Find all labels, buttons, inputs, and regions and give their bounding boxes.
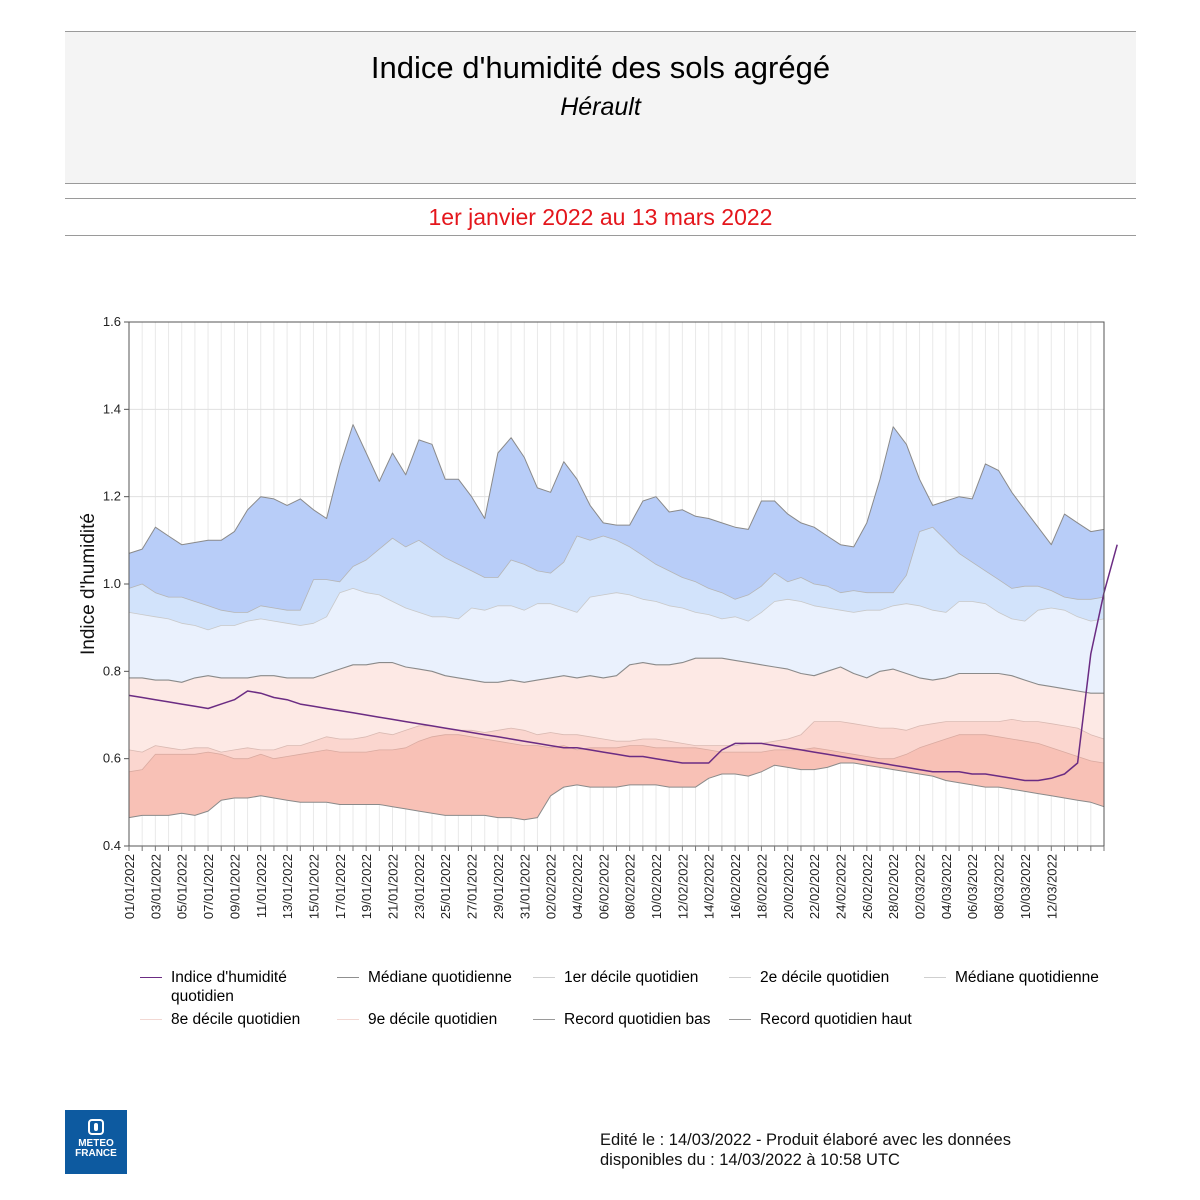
legend-swatch <box>533 1019 555 1020</box>
x-tick-label: 11/01/2022 <box>254 854 269 918</box>
x-tick-label: 14/02/2022 <box>702 854 717 919</box>
legend-swatch <box>337 977 359 978</box>
x-tick-label: 18/02/2022 <box>754 854 769 919</box>
y-axis-label: Indice d'humidité <box>78 513 99 655</box>
header-panel: Indice d'humidité des sols agrégé Héraul… <box>65 31 1136 184</box>
band-median-to-decile2 <box>129 658 1104 753</box>
y-tick-label: 0.8 <box>103 663 121 678</box>
band-decile2-to-decile1 <box>129 719 1104 772</box>
x-tick-label: 03/01/2022 <box>148 854 163 919</box>
x-tick-label: 28/02/2022 <box>886 854 901 919</box>
x-tick-label: 06/02/2022 <box>596 854 611 919</box>
soil-moisture-chart: 0.4 0.6 0.8 1.0 1.2 1.4 1.6 Indice d'humidité 01… <box>78 314 1118 919</box>
x-tick-label: 10/02/2022 <box>649 854 664 919</box>
legend-swatch <box>140 1019 162 1020</box>
x-tick-label: 16/02/2022 <box>728 854 743 919</box>
series-line-decile8 <box>128 588 1105 631</box>
x-tick-label: 31/01/2022 <box>517 854 532 919</box>
y-tick-label: 0.6 <box>103 751 121 766</box>
x-tick-label: 19/01/2022 <box>359 854 374 919</box>
x-tick-label: 10/03/2022 <box>1018 854 1033 919</box>
legend-label: 1er décile quotidien <box>564 969 699 986</box>
x-tick-label: 13/01/2022 <box>280 854 295 919</box>
x-tick-label: 04/02/2022 <box>570 854 585 919</box>
x-tick-label: 23/01/2022 <box>412 854 427 919</box>
y-tick-label: 1.2 <box>103 489 121 504</box>
x-tick-label: 27/01/2022 <box>465 854 480 919</box>
legend-label: 2e décile quotidien <box>760 969 890 986</box>
logo-text-line1: METEO <box>78 1138 114 1149</box>
footer-line-2: disponibles du : 14/03/2022 à 10:58 UTC <box>600 1151 900 1169</box>
series-line-median <box>129 657 1104 694</box>
legend-label: 8e décile quotidien <box>171 1011 301 1028</box>
footer-note: Edité le : 14/03/2022 - Produit élaboré … <box>600 1130 1140 1170</box>
y-tick-label: 1.6 <box>103 314 121 329</box>
x-tick-label: 29/01/2022 <box>491 854 506 919</box>
legend-label: 9e décile quotidien <box>368 1011 498 1028</box>
legend-label: Médiane quotidienne <box>368 969 512 986</box>
y-tick-label: 0.4 <box>103 838 121 853</box>
x-tick-label: 02/03/2022 <box>913 854 928 919</box>
x-tick-label: 26/02/2022 <box>860 854 875 919</box>
x-tick-label: 20/02/2022 <box>781 854 796 919</box>
x-tick-label: 01/01/2022 <box>122 854 137 919</box>
legend-swatch <box>729 1019 751 1020</box>
y-tick-label: 1.0 <box>103 576 121 591</box>
band-decile9-to-decile8 <box>129 527 1104 630</box>
series-line-decile1 <box>128 734 1105 773</box>
period-panel: 1er janvier 2022 au 13 mars 2022 <box>65 198 1136 236</box>
band-record-high-to-decile9 <box>129 424 1104 613</box>
series-line-soil-moisture-index <box>128 544 1118 782</box>
legend-label: Record quotidien bas <box>564 1011 711 1028</box>
series-line-record-high <box>128 424 1105 554</box>
x-tick-label: 25/01/2022 <box>438 854 453 919</box>
x-tick-label: 08/03/2022 <box>992 854 1007 919</box>
footer-line-1: Edité le : 14/03/2022 - Produit élaboré … <box>600 1131 1011 1149</box>
legend-swatch <box>140 977 162 978</box>
x-tick-label: 08/02/2022 <box>623 854 638 919</box>
legend-swatch <box>337 1019 359 1020</box>
x-tick-label: 05/01/2022 <box>175 854 190 919</box>
chart-title: Indice d'humidité des sols agrégé <box>370 50 831 85</box>
band-decile8-to-median <box>129 588 1104 694</box>
chart-subtitle: Hérault <box>560 93 641 121</box>
logo-text-line2: FRANCE <box>75 1148 117 1159</box>
x-tick-label: 21/01/2022 <box>386 854 401 919</box>
x-tick-label: 09/01/2022 <box>227 854 242 919</box>
x-tick-label: 02/02/2022 <box>544 854 559 919</box>
series-line-decile9 <box>128 526 1105 613</box>
x-tick-label: 17/01/2022 <box>333 854 348 919</box>
legend-swatch <box>533 977 555 978</box>
legend-label: Indice d'humidité quotidien <box>171 969 287 1005</box>
legend-swatch <box>729 977 751 978</box>
x-tick-label: 22/02/2022 <box>807 854 822 919</box>
legend-label: Médiane quotidienne <box>955 969 1099 986</box>
series-line-decile2 <box>128 719 1105 753</box>
x-tick-label: 12/03/2022 <box>1044 854 1059 919</box>
x-tick-label: 24/02/2022 <box>833 854 848 919</box>
meteo-france-logo: METEO FRANCE <box>65 1110 127 1174</box>
x-tick-label: 12/02/2022 <box>675 854 690 919</box>
band-decile1-to-record-low <box>129 734 1104 820</box>
period-label: 1er janvier 2022 au 13 mars 2022 <box>428 204 773 230</box>
x-tick-label: 06/03/2022 <box>965 854 980 919</box>
series-line-record-low <box>128 762 1105 821</box>
legend-label: Record quotidien haut <box>760 1011 912 1028</box>
x-tick-label: 04/03/2022 <box>939 854 954 919</box>
y-tick-label: 1.4 <box>103 401 121 416</box>
x-tick-label: 15/01/2022 <box>306 854 321 919</box>
legend-swatch <box>924 977 946 978</box>
x-tick-label: 07/01/2022 <box>201 854 216 919</box>
meteo-france-emblem-icon <box>88 1119 104 1135</box>
